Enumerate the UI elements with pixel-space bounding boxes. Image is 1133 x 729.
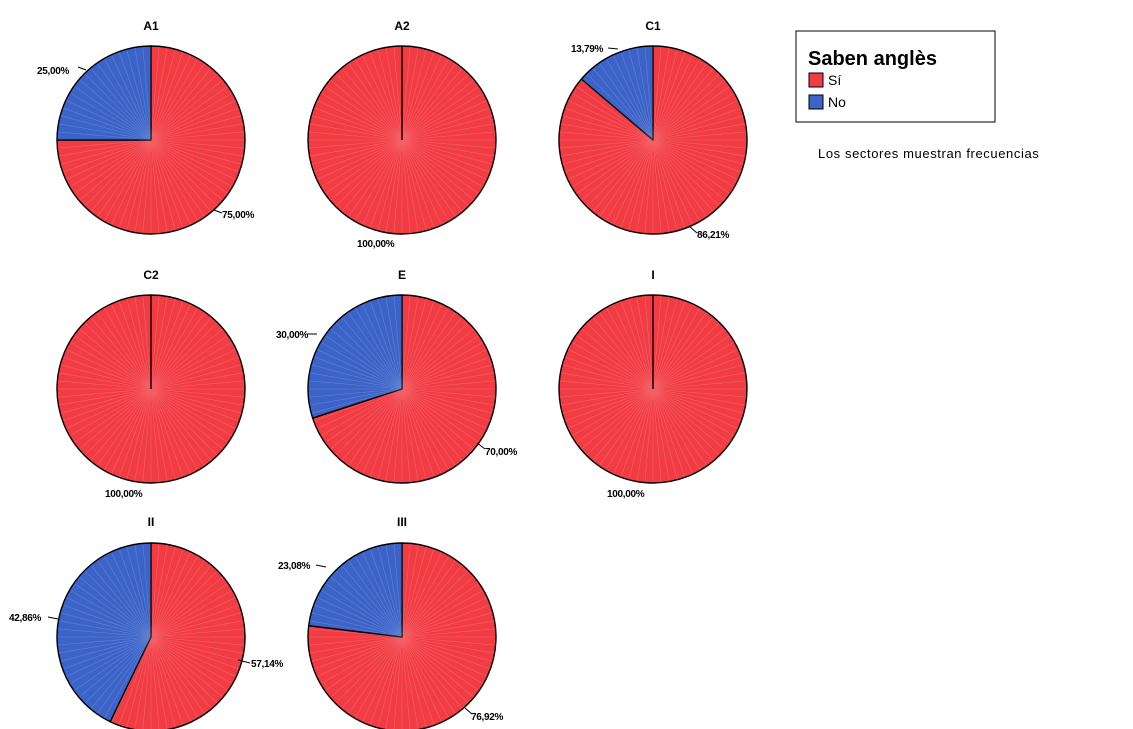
slice-label: 100,00% [105, 489, 143, 500]
slice-label: 57,14% [251, 659, 284, 670]
pie-slice-si [56, 45, 246, 235]
pie-texture [560, 47, 746, 233]
pie-slice-si [109, 542, 246, 729]
pie-title: A1 [143, 19, 159, 33]
label-leader-line [77, 66, 87, 71]
pie-title: I [651, 268, 654, 282]
legend: Saben anglès Sí No [795, 30, 996, 123]
legend-swatch-no [808, 94, 824, 110]
pie-slice-no [56, 542, 152, 723]
slice-label: 100,00% [607, 489, 645, 500]
pie-texture [560, 296, 746, 482]
label-leader-line [237, 659, 251, 664]
pie-iii: III 76,92% 23,08% [278, 515, 504, 729]
slice-label: 86,21% [697, 230, 730, 241]
pie-c2: C2 100,00% [56, 268, 246, 500]
footnote: Los sectores muestran frecuencias [818, 146, 1039, 161]
pie-slice-no [580, 45, 654, 141]
legend-title: Saben anglès [808, 48, 937, 70]
pie-title: E [398, 268, 406, 282]
pie-a2: A2 100,00% [307, 19, 497, 250]
slice-label: 76,92% [471, 712, 504, 723]
pie-i: I 100,00% [558, 268, 748, 500]
label-leader-line [476, 442, 486, 450]
slice-label: 42,86% [9, 613, 42, 624]
label-leader-line [688, 225, 698, 234]
pie-c1: C1 86,21% 13,79% [558, 19, 748, 241]
label-leader-line [315, 564, 327, 568]
slice-label: 13,79% [571, 44, 604, 55]
pie-texture [58, 296, 244, 482]
pie-texture [58, 47, 244, 233]
pie-texture [58, 544, 244, 729]
slice-label: 100,00% [357, 239, 395, 250]
legend-label-no: No [828, 94, 846, 110]
label-leader-line [607, 47, 619, 50]
pie-ii: II 57,14% 42,86% [9, 515, 284, 729]
legend-label-si: Sí [828, 72, 841, 88]
legend-swatch-si [808, 72, 824, 88]
slice-label: 70,00% [485, 447, 518, 458]
pie-title: A2 [394, 19, 410, 33]
pie-slice-no [307, 542, 403, 638]
pie-slice-no [307, 294, 403, 419]
pie-slice-no [56, 45, 152, 141]
pie-texture [309, 544, 495, 729]
label-leader-line [213, 209, 223, 214]
pie-a1: A1 75,00% 25,00% [37, 19, 255, 235]
pie-texture [309, 296, 495, 482]
pie-title: III [397, 515, 407, 529]
pie-title: C1 [645, 19, 661, 33]
pie-slice-si [307, 542, 497, 729]
slice-label: 75,00% [222, 210, 255, 221]
slice-label: 23,08% [278, 561, 311, 572]
slice-label: 30,00% [276, 330, 309, 341]
label-leader-line [47, 616, 59, 620]
legend-box [795, 30, 996, 123]
pie-title: C2 [143, 268, 159, 282]
pie-e: E 70,00% 30,00% [276, 268, 518, 484]
slice-label: 25,00% [37, 66, 70, 77]
label-leader-line [464, 707, 473, 715]
pies-group: A1 75,00% 25,00% A2 100,00% C1 86,21% 13,79% C2 1… [9, 19, 748, 729]
pie-texture [309, 47, 495, 233]
pie-title: II [148, 515, 155, 529]
